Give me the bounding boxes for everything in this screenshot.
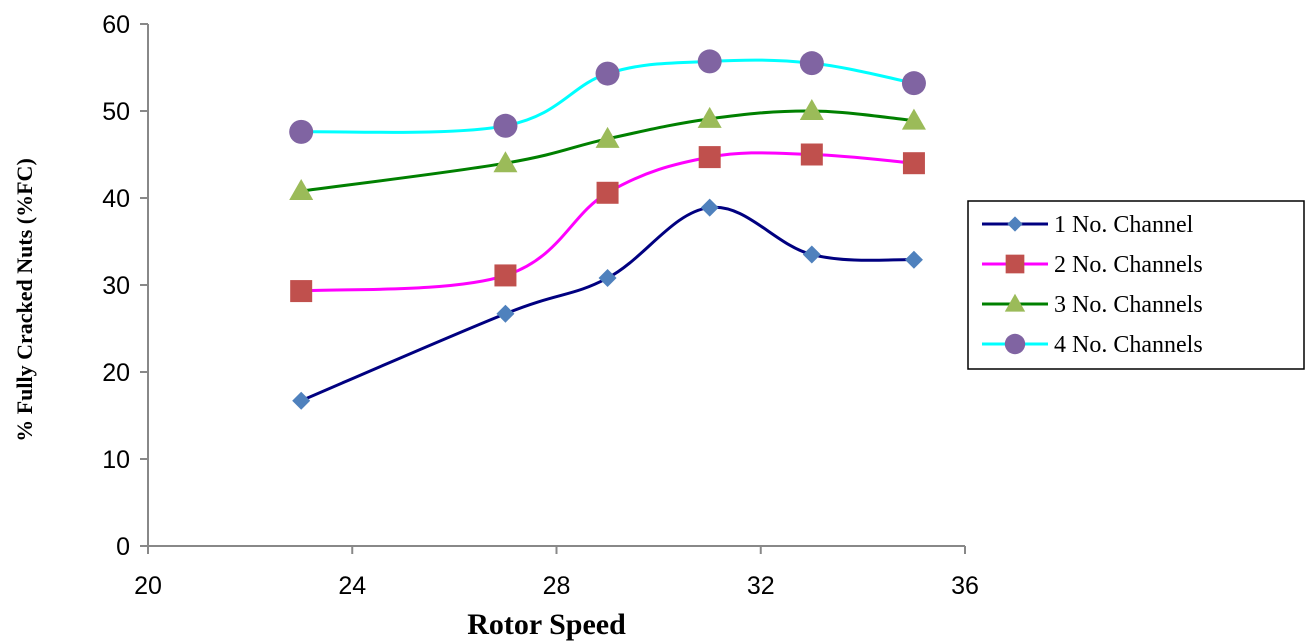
data-point (292, 391, 311, 410)
y-axis-title: % Fully Cracked Nuts (%FC) (12, 158, 37, 442)
y-ticks: 0 10 20 30 40 50 60 (102, 11, 148, 561)
data-point (698, 146, 721, 169)
y-tick-label: 10 (102, 446, 130, 474)
legend-label: 1 No. Channel (1054, 212, 1194, 238)
legend-marker (1004, 333, 1026, 355)
series-layer (289, 49, 926, 410)
data-point (493, 151, 518, 173)
data-point (493, 113, 518, 138)
legend-marker (1005, 254, 1025, 274)
data-point (697, 106, 722, 128)
y-tick-label: 60 (102, 11, 130, 39)
series-1 (292, 198, 923, 410)
legend-label: 4 No. Channels (1054, 332, 1203, 358)
legend-label: 3 No. Channels (1054, 292, 1203, 318)
series-line (300, 205, 915, 403)
y-tick-label: 50 (102, 98, 130, 126)
data-point (289, 119, 314, 144)
legend-item: 1 No. Channel (982, 212, 1194, 238)
series-2 (290, 143, 925, 303)
y-tick-label: 20 (102, 359, 130, 387)
legend-item: 2 No. Channels (982, 252, 1203, 278)
data-point (290, 280, 313, 303)
axes (147, 24, 965, 547)
x-tick-label: 28 (543, 572, 571, 600)
series-3 (289, 99, 926, 201)
x-tick-label: 36 (951, 572, 979, 600)
legend-item: 3 No. Channels (982, 292, 1203, 318)
data-point (799, 99, 824, 120)
legend-item: 4 No. Channels (982, 332, 1203, 358)
y-tick-label: 30 (102, 272, 130, 300)
x-tick-label: 32 (747, 572, 775, 600)
data-point (595, 126, 620, 148)
data-point (494, 264, 517, 287)
data-point (799, 51, 824, 76)
data-point (596, 181, 619, 204)
data-point (598, 269, 617, 288)
y-tick-label: 0 (116, 533, 130, 561)
data-point (904, 250, 923, 269)
x-tick-label: 20 (134, 572, 162, 600)
data-point (289, 179, 314, 201)
legend-marker (1007, 216, 1023, 232)
data-point (595, 61, 620, 86)
data-point (901, 71, 926, 96)
legend: 1 No. Channel 2 No. Channels 3 No. Channel… (967, 200, 1305, 370)
y-tick-label: 40 (102, 185, 130, 213)
x-ticks: 20 24 28 32 36 (134, 546, 979, 600)
data-point (700, 198, 719, 217)
series-4 (289, 49, 926, 144)
data-point (496, 304, 515, 323)
data-point (901, 108, 926, 130)
data-point (800, 143, 823, 166)
legend-marker (1004, 293, 1026, 312)
x-axis-title: Rotor Speed (467, 608, 626, 641)
x-tick-label: 24 (338, 572, 366, 600)
data-point (802, 245, 821, 264)
data-point (697, 49, 722, 74)
legend-label: 2 No. Channels (1054, 252, 1203, 278)
data-point (902, 152, 925, 175)
